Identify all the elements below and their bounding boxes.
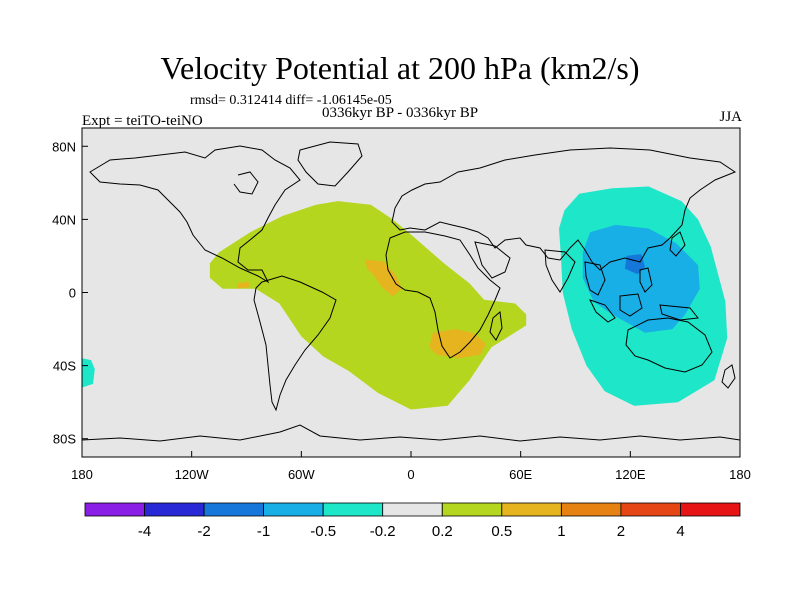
coastline-new-zealand — [721, 364, 736, 389]
map-axes: 180 120W 60W 0 60E 120E 180 80N 40N 0 40S 80S — [52, 139, 751, 482]
contour-regions — [82, 186, 728, 410]
coastline-greenland — [297, 141, 363, 187]
coastline-hudson-bay — [233, 171, 259, 195]
coastline-madagascar — [489, 311, 503, 341]
colorbar-label: 1 — [557, 523, 565, 540]
colorbar-label: -1 — [257, 523, 270, 540]
y-tick-label: 0 — [69, 286, 76, 301]
colorbar-swatch — [84, 502, 145, 517]
colorbar: -4 -2 -1 -0.5 -0.2 0.2 0.5 1 2 4 — [84, 502, 741, 540]
region-positive-gulf-of-guinea — [365, 259, 402, 297]
colorbar-swatch — [144, 502, 205, 517]
x-tick-label: 180 — [729, 467, 751, 482]
coastline-philippines — [639, 267, 653, 293]
coastline-south-america — [253, 275, 337, 412]
season-label: JJA — [719, 109, 742, 125]
coastlines — [81, 141, 741, 442]
colorbar-label: 0.5 — [491, 523, 512, 540]
coastline-arabia — [474, 241, 511, 279]
region-positive-atlantic-africa — [209, 201, 527, 410]
colorbar-label: -0.2 — [370, 523, 396, 540]
experiment-label: Expt = teiTO-teiNO — [82, 113, 203, 129]
colorbar-swatch — [322, 502, 384, 517]
coastline-new-guinea — [659, 304, 699, 321]
colorbar-swatch — [203, 502, 265, 517]
region-positive-mexico-speck — [237, 281, 251, 289]
colorbar-label: -2 — [197, 523, 210, 540]
colorbar-swatch — [680, 502, 741, 517]
y-tick-label: 80N — [52, 139, 76, 154]
coastline-antarctica — [81, 424, 741, 442]
coastline-india — [544, 249, 576, 293]
colorbar-swatch — [441, 502, 503, 517]
colorbar-swatch — [382, 502, 443, 517]
y-tick-label: 40S — [53, 359, 76, 374]
x-tick-label: 120W — [175, 467, 210, 482]
y-tick-label: 40N — [52, 212, 76, 227]
y-tick-label: 80S — [53, 432, 76, 447]
colorbar-swatch — [263, 502, 324, 517]
x-tick-label: 180 — [71, 467, 93, 482]
colorbar-label: -4 — [138, 523, 151, 540]
coastline-australia — [625, 317, 713, 373]
colorbar-label: -0.5 — [310, 523, 336, 540]
colorbar-label: 4 — [676, 523, 684, 540]
coastline-japan — [669, 231, 686, 257]
coastline-africa — [385, 231, 501, 359]
x-tick-label: 0 — [407, 467, 414, 482]
chart-title: Velocity Potential at 200 hPa (km2/s) — [160, 50, 640, 86]
x-tick-label: 60E — [509, 467, 532, 482]
x-tick-label: 120E — [615, 467, 646, 482]
region-positive-southern-africa — [429, 329, 486, 359]
x-tick-label: 60W — [288, 467, 315, 482]
coastline-borneo — [619, 293, 643, 317]
colorbar-label: 0.2 — [432, 523, 453, 540]
stats-label: rmsd= 0.312414 diff= -1.06145e-05 — [190, 93, 392, 108]
coastline-eurasia — [391, 147, 737, 271]
coastline-indochina — [584, 261, 606, 296]
colorbar-swatch — [501, 502, 562, 517]
coastline-north-america — [89, 145, 301, 284]
subtitle-label: 0336kyr BP - 0336kyr BP — [321, 105, 479, 121]
coastline-sumatra — [589, 299, 616, 323]
colorbar-label: 2 — [617, 523, 625, 540]
colorbar-swatch — [620, 502, 681, 517]
colorbar-swatch — [561, 502, 622, 517]
